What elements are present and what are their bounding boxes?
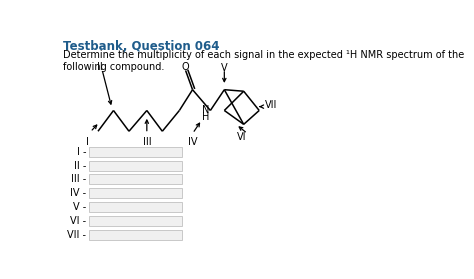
- Text: IV -: IV -: [70, 188, 86, 198]
- Bar: [89, 174, 182, 184]
- Text: II: II: [97, 62, 102, 72]
- Text: IV: IV: [188, 138, 197, 147]
- Bar: [89, 160, 182, 170]
- Text: V -: V -: [73, 202, 86, 212]
- Text: H: H: [202, 112, 209, 122]
- Text: N: N: [202, 105, 209, 115]
- Text: V: V: [221, 63, 228, 73]
- Text: II -: II -: [74, 160, 86, 170]
- Text: Determine the multiplicity of each signal in the expected ¹H NMR spectrum of the: Determine the multiplicity of each signa…: [63, 50, 465, 72]
- Bar: [89, 216, 182, 226]
- Text: VI: VI: [237, 132, 246, 142]
- Text: I -: I -: [77, 147, 86, 157]
- Bar: [89, 230, 182, 240]
- Text: Testbank, Question 064: Testbank, Question 064: [63, 40, 219, 53]
- Text: O: O: [182, 62, 190, 72]
- Bar: [89, 147, 182, 157]
- Bar: [89, 188, 182, 198]
- Text: VII -: VII -: [67, 230, 86, 240]
- Text: III: III: [143, 138, 151, 147]
- Bar: [89, 202, 182, 212]
- Text: III -: III -: [71, 174, 86, 184]
- Text: I: I: [86, 138, 90, 147]
- Text: VI -: VI -: [70, 216, 86, 226]
- Text: VII: VII: [264, 100, 277, 110]
